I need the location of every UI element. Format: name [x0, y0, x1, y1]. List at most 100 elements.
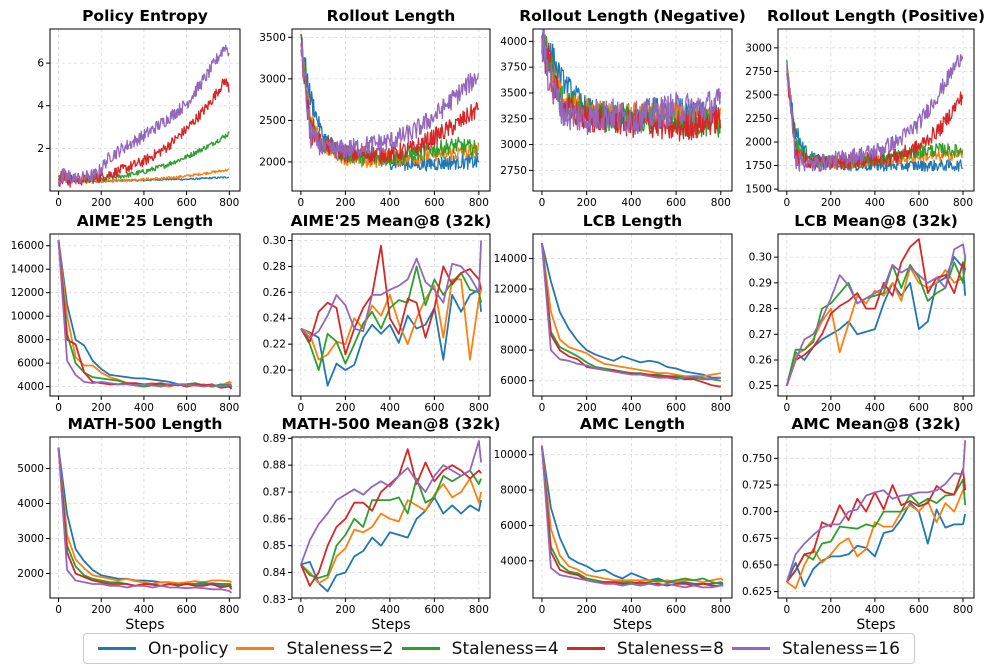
x-tick-label: 0 — [298, 197, 305, 209]
y-tick-label: 0.700 — [742, 506, 772, 518]
y-tick-label: 4000 — [500, 555, 527, 567]
series-line-s8 — [57, 239, 233, 390]
y-tick-label: 0.650 — [742, 559, 772, 571]
legend-swatch-staleness-4 — [401, 647, 440, 650]
chart-title: Rollout Length (Positive) — [767, 7, 985, 25]
panel-policy-entropy: 0 200 400 600 800 2 4 6 Policy Entropy — [37, 7, 241, 209]
plot-frame — [49, 233, 241, 397]
y-tick-label: 0.84 — [263, 567, 287, 579]
x-tick-label: 200 — [821, 604, 841, 616]
y-tick-label: 0.24 — [263, 313, 287, 325]
x-tick-label: 600 — [666, 604, 686, 616]
panel-lcb-mean-8-32k: 0 200 400 600 800 0.25 0.26 0.27 0.28 0.29 0.30 LCB… — [749, 212, 975, 414]
y-tick-label: 0.26 — [263, 287, 287, 299]
chart-title: Policy Entropy — [82, 7, 208, 25]
y-tick-label: 3750 — [500, 62, 527, 74]
y-tick-label: 0.83 — [263, 594, 286, 606]
y-tick-label: 8000 — [500, 485, 527, 497]
x-tick-label: 0 — [55, 197, 62, 209]
series-line-s16 — [300, 440, 482, 565]
y-tick-label: 2 — [37, 143, 44, 155]
x-tick-label: 800 — [469, 197, 489, 209]
series-line-s8 — [541, 34, 722, 142]
x-tick-label: 0 — [539, 604, 546, 616]
x-tick-label: 400 — [865, 197, 885, 209]
y-tick-label: 1750 — [745, 160, 772, 172]
x-tick-label: 800 — [711, 197, 731, 209]
x-tick-label: 200 — [335, 402, 355, 414]
chart-title: AMC Mean@8 (32k) — [791, 415, 960, 433]
chart-title: AMC Length — [580, 415, 685, 433]
plot-frame — [532, 28, 733, 192]
y-tick-label: 0.725 — [742, 479, 772, 491]
panel-lcb-length: 0 200 400 600 800 6000 8000 10000 12000 14000 LCB … — [494, 212, 733, 414]
series-line-on-policy — [541, 445, 724, 585]
x-tick-label: 400 — [134, 402, 154, 414]
series-line-s16 — [541, 243, 721, 381]
x-tick-label: 400 — [380, 604, 400, 616]
panel-math-500-mean-8-32k: 0 200 400 600 800 0.83 0.84 0.85 0.86 0.87 0.88 0.8… — [263, 415, 501, 633]
x-tick-label: 400 — [380, 197, 400, 209]
panel-rollout-length: 0 200 400 600 800 2000 2500 3000 3500 Rollout Len… — [259, 7, 491, 209]
x-tick-label: 600 — [666, 402, 686, 414]
x-tick-label: 0 — [783, 604, 790, 616]
x-tick-label: 400 — [134, 604, 154, 616]
y-tick-label: 4000 — [17, 498, 44, 510]
x-tick-label: 600 — [666, 197, 686, 209]
y-tick-label: 0.20 — [263, 365, 286, 377]
panel-math-500-length: 0 200 400 600 800 2000 3000 4000 5000 MATH-500 Le… — [17, 415, 241, 633]
y-tick-label: 3000 — [17, 533, 44, 545]
y-tick-label: 0.88 — [263, 460, 286, 472]
y-tick-label: 2750 — [500, 165, 527, 177]
chart-title: Rollout Length — [327, 7, 456, 25]
x-tick-label: 400 — [621, 402, 641, 414]
x-tick-label: 0 — [783, 402, 790, 414]
legend: On-policy Staleness=2 Staleness=4 Stalen… — [83, 633, 915, 664]
y-tick-label: 2000 — [745, 137, 772, 149]
x-tick-label: 200 — [821, 402, 841, 414]
y-tick-label: 0.625 — [742, 586, 772, 598]
plot-frame — [291, 28, 491, 192]
y-tick-label: 2500 — [259, 115, 286, 127]
panel-amc-length: 0 200 400 600 800 4000 6000 8000 10000 AMC Length… — [494, 415, 733, 633]
panel-aime-25-length: 0 200 400 600 800 4000 6000 8000 10000 12000 14000… — [11, 212, 241, 414]
y-tick-label: 6 — [37, 58, 44, 70]
series-line-on-policy — [57, 447, 232, 586]
y-tick-label: 1500 — [745, 184, 772, 196]
plot-frame — [777, 436, 975, 599]
y-tick-label: 0.28 — [749, 303, 772, 315]
x-tick-label: 400 — [380, 402, 400, 414]
y-tick-label: 0.85 — [263, 540, 286, 552]
y-tick-label: 4 — [37, 100, 44, 112]
y-tick-label: 6000 — [500, 520, 527, 532]
x-axis-label: Steps — [371, 617, 410, 633]
x-tick-label: 0 — [298, 402, 305, 414]
x-tick-label: 0 — [55, 402, 62, 414]
legend-label-staleness-8: Staleness=8 — [616, 638, 724, 659]
chart-title: Rollout Length (Negative) — [519, 7, 746, 25]
y-tick-label: 0.25 — [749, 380, 772, 392]
panel-rollout-length-positive: 0 200 400 600 800 1500 1750 2000 2250 2500 2750 300… — [745, 7, 985, 209]
series-line-s16 — [57, 447, 233, 594]
y-tick-label: 8000 — [500, 345, 527, 357]
plot-frame — [49, 28, 241, 192]
x-tick-label: 800 — [219, 197, 239, 209]
x-tick-label: 0 — [539, 197, 546, 209]
series-line-s4 — [57, 447, 233, 588]
series-line-s16 — [541, 445, 724, 589]
y-tick-label: 3500 — [259, 32, 286, 44]
y-tick-label: 3500 — [500, 87, 527, 99]
y-tick-label: 10000 — [494, 449, 527, 461]
x-tick-label: 200 — [91, 604, 111, 616]
x-tick-label: 200 — [335, 604, 355, 616]
series-line-on-policy — [785, 256, 967, 386]
series-line-s8 — [57, 78, 230, 188]
x-tick-label: 400 — [621, 197, 641, 209]
chart-title: LCB Mean@8 (32k) — [794, 212, 958, 230]
y-tick-label: 8000 — [17, 334, 44, 346]
series-line-on-policy — [300, 288, 482, 387]
plot-frame — [532, 233, 733, 397]
series-line-s2 — [786, 484, 967, 590]
chart-title: AIME'25 Mean@8 (32k) — [291, 212, 492, 230]
